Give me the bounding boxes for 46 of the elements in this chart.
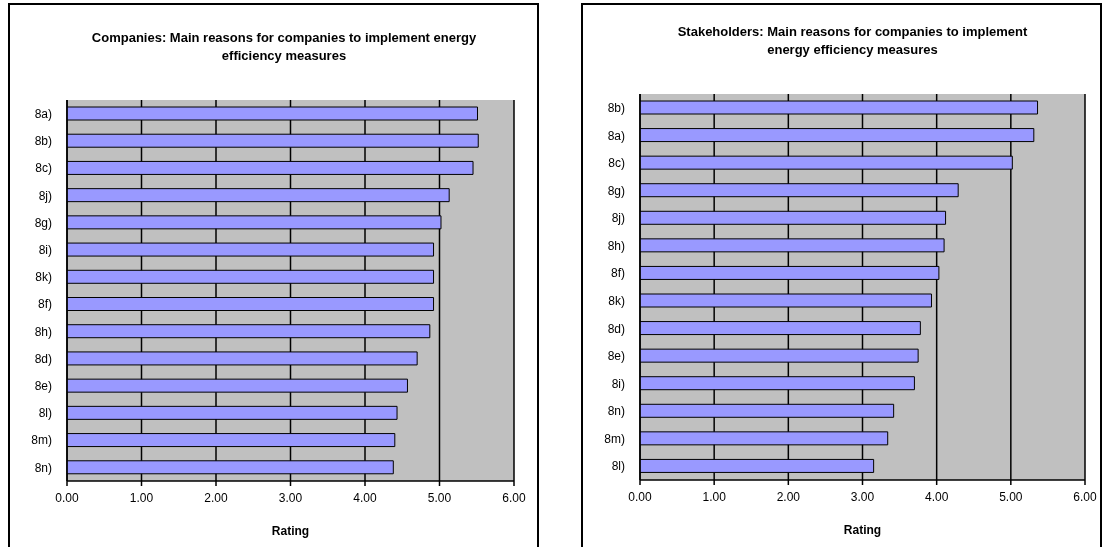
y-tick-label: 8g) [34, 215, 52, 230]
y-tick-label: 8j) [38, 188, 52, 203]
y-tick-label: 8k) [608, 294, 625, 309]
x-axis-title: Rating [271, 524, 310, 538]
y-tick-label: 8e) [34, 379, 52, 394]
x-tick-label: 5.00 [999, 489, 1023, 504]
y-tick-label: 8k) [35, 270, 52, 285]
y-tick-label: 8c) [35, 161, 52, 176]
x-axis-title: Rating [843, 523, 882, 537]
x-tick-label: 3.00 [278, 490, 303, 505]
x-tick-label: 4.00 [353, 490, 377, 505]
x-tick-label: 2.00 [776, 489, 801, 504]
y-tick-label: 8b) [607, 101, 625, 116]
y-tick-label: 8f) [610, 266, 625, 281]
y-tick-label: 8a) [34, 106, 52, 121]
y-tick-label: 8d) [34, 351, 52, 366]
y-tick-label: 8d) [607, 321, 625, 336]
y-tick-label: 8h) [607, 238, 625, 253]
x-tick-label: 0.00 [628, 489, 652, 504]
x-tick-label: 1.00 [702, 489, 727, 504]
x-tick-label: 0.00 [55, 490, 79, 505]
x-tick-label: 3.00 [850, 489, 875, 504]
y-tick-label: 8i) [38, 242, 52, 257]
y-tick-label: 8l) [611, 459, 625, 474]
x-tick-label: 5.00 [427, 490, 452, 505]
y-tick-label: 8n) [34, 460, 52, 475]
chart-title: Companies: Main reasons for companies to implement energy efficiency measures [90, 29, 478, 65]
x-tick-label: 4.00 [924, 489, 949, 504]
y-tick-label: 8a) [607, 128, 625, 143]
x-tick-label: 6.00 [1073, 489, 1097, 504]
x-tick-label: 2.00 [204, 490, 228, 505]
y-tick-label: 8g) [607, 183, 625, 198]
y-tick-label: 8b) [34, 134, 52, 149]
y-tick-label: 8l) [38, 406, 52, 421]
x-tick-label: 1.00 [129, 490, 154, 505]
y-tick-label: 8j) [611, 211, 625, 226]
chart-title: Stakeholders: Main reasons for companies to implement energy efficiency measures [676, 23, 1029, 59]
y-tick-label: 8m) [604, 431, 625, 446]
y-tick-label: 8m) [31, 433, 52, 448]
y-tick-label: 8e) [607, 349, 625, 364]
y-tick-label: 8i) [611, 376, 625, 391]
y-tick-label: 8n) [607, 404, 625, 419]
x-tick-label: 6.00 [502, 490, 526, 505]
y-tick-label: 8h) [34, 324, 52, 339]
y-tick-label: 8f) [37, 297, 52, 312]
y-tick-label: 8c) [608, 156, 625, 171]
